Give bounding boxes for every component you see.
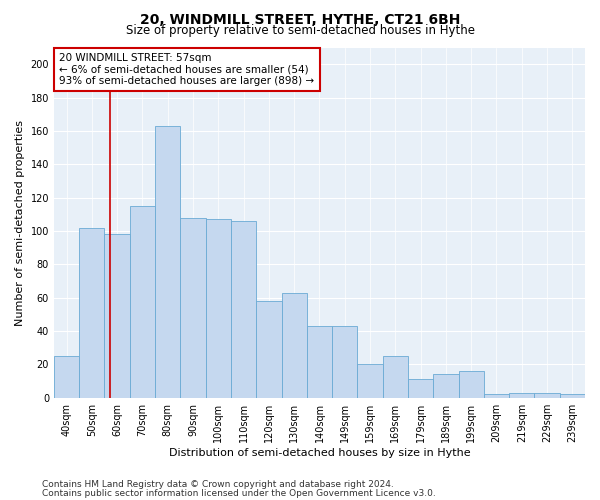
- Bar: [231, 221, 256, 398]
- X-axis label: Distribution of semi-detached houses by size in Hythe: Distribution of semi-detached houses by …: [169, 448, 470, 458]
- Bar: [560, 394, 585, 398]
- Bar: [54, 356, 79, 398]
- Bar: [130, 206, 155, 398]
- Text: Size of property relative to semi-detached houses in Hythe: Size of property relative to semi-detach…: [125, 24, 475, 37]
- Bar: [509, 392, 535, 398]
- Bar: [181, 218, 206, 398]
- Bar: [535, 392, 560, 398]
- Text: 20, WINDMILL STREET, HYTHE, CT21 6BH: 20, WINDMILL STREET, HYTHE, CT21 6BH: [140, 12, 460, 26]
- Text: Contains public sector information licensed under the Open Government Licence v3: Contains public sector information licen…: [42, 488, 436, 498]
- Bar: [358, 364, 383, 398]
- Bar: [408, 380, 433, 398]
- Bar: [458, 371, 484, 398]
- Bar: [79, 228, 104, 398]
- Y-axis label: Number of semi-detached properties: Number of semi-detached properties: [15, 120, 25, 326]
- Bar: [104, 234, 130, 398]
- Bar: [383, 356, 408, 398]
- Bar: [307, 326, 332, 398]
- Bar: [484, 394, 509, 398]
- Bar: [433, 374, 458, 398]
- Bar: [332, 326, 358, 398]
- Bar: [256, 301, 281, 398]
- Bar: [206, 220, 231, 398]
- Bar: [281, 292, 307, 398]
- Text: 20 WINDMILL STREET: 57sqm
← 6% of semi-detached houses are smaller (54)
93% of s: 20 WINDMILL STREET: 57sqm ← 6% of semi-d…: [59, 53, 314, 86]
- Text: Contains HM Land Registry data © Crown copyright and database right 2024.: Contains HM Land Registry data © Crown c…: [42, 480, 394, 489]
- Bar: [155, 126, 181, 398]
